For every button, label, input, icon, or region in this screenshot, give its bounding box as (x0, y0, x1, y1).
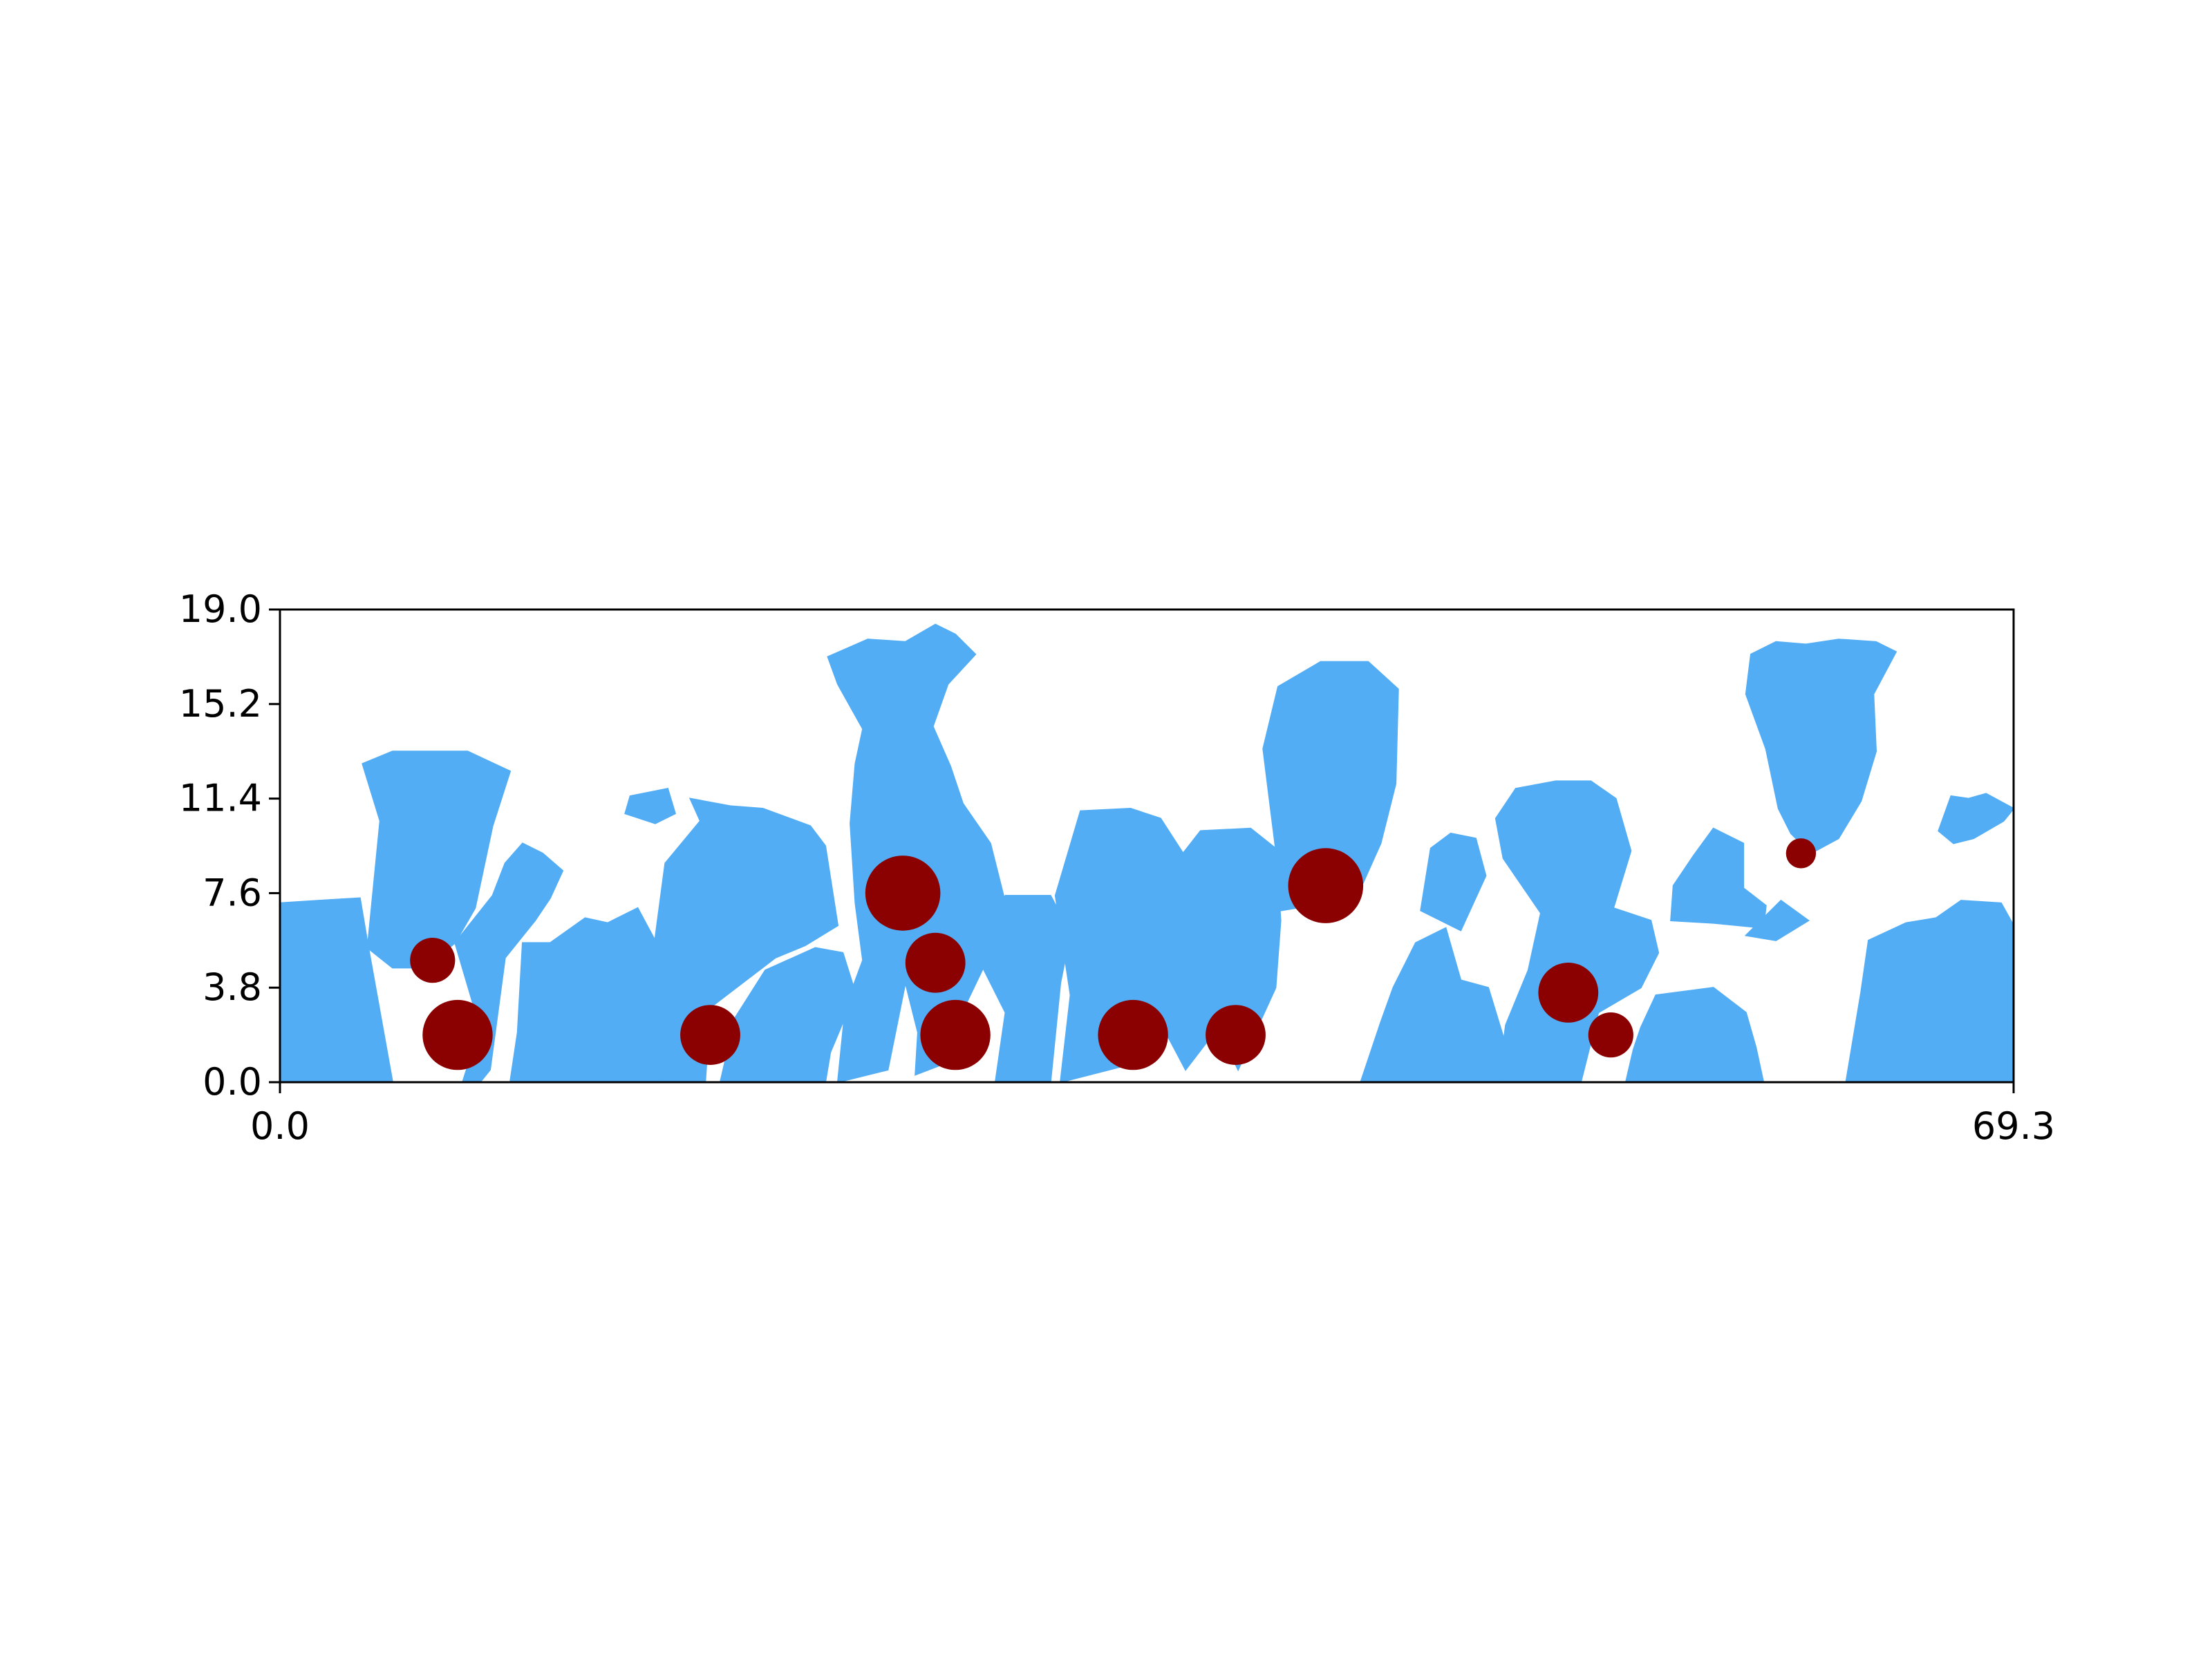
axes: 0.0 3.8 7.6 11.4 15.2 19.0 0.0 69.3 (179, 587, 2055, 1148)
plot-frame (279, 608, 2015, 1084)
fluid-region-6 (624, 788, 676, 824)
y-tick-label: 0.0 (203, 1060, 262, 1104)
particle-layer (410, 838, 1817, 1070)
fluid-region-19 (1938, 793, 2014, 844)
fluid-region-9 (980, 895, 1071, 1082)
particle-6 (920, 999, 991, 1070)
y-tick-label: 7.6 (203, 871, 262, 914)
fluid-region-13 (1420, 832, 1487, 932)
fluid-region-4 (509, 907, 671, 1082)
particle-9 (1288, 848, 1364, 923)
fluid-region-20 (1845, 900, 2014, 1082)
particle-3 (680, 1005, 740, 1065)
fluid-region-12 (1360, 927, 1507, 1082)
particle-4 (865, 856, 941, 931)
particle-12 (1785, 838, 1817, 869)
particle-2 (422, 999, 493, 1070)
particle-7 (1098, 999, 1168, 1070)
particle-1 (410, 938, 456, 983)
particle-11 (1588, 1012, 1633, 1058)
y-tick-label: 3.8 (203, 965, 262, 1009)
fluid-region-7 (719, 947, 856, 1082)
fluid-region-15 (1670, 827, 1767, 929)
fluid-region-1 (280, 897, 393, 1082)
y-tick-label: 11.4 (179, 777, 262, 820)
y-tick-label: 19.0 (179, 587, 262, 631)
particle-5 (905, 932, 966, 993)
fluid-region-18 (1745, 639, 1897, 855)
particle-10 (1538, 963, 1599, 1023)
x-tick-label: 0.0 (250, 1104, 310, 1148)
x-tick-label: 69.3 (1972, 1104, 2055, 1148)
particle-8 (1206, 1005, 1266, 1065)
fluid-region-16 (1624, 987, 1765, 1082)
y-tick-label: 15.2 (179, 682, 262, 726)
fluid-region-17 (1744, 899, 1810, 941)
fluid-region-14 (1494, 780, 1660, 1082)
